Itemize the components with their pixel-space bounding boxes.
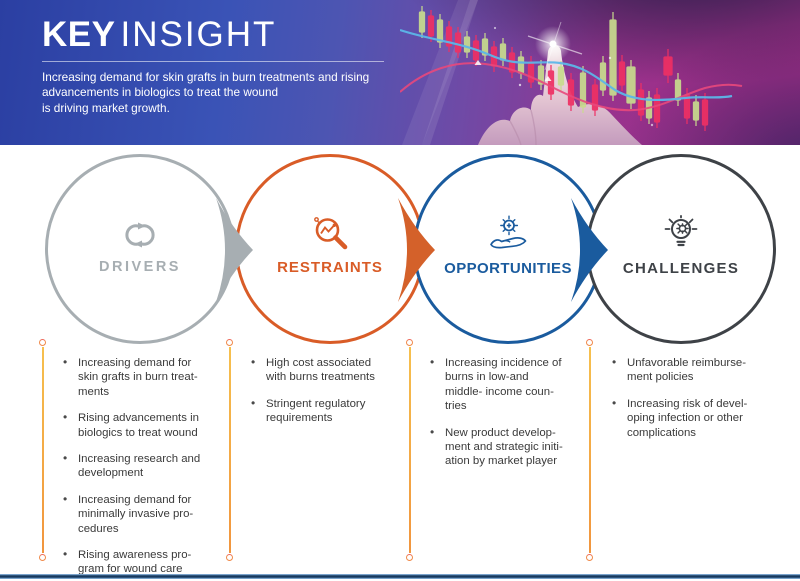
restraints-circle: RESTRAINTS (235, 154, 425, 344)
list-item: Rising advancements in biologics to trea… (62, 410, 224, 440)
divider-line (586, 339, 593, 561)
list-item: Rising awareness pro- gram for wound car… (62, 547, 224, 577)
header-banner: KEY INSIGHT Increasing demand for skin gr… (0, 0, 800, 145)
hand-sun-icon (490, 215, 527, 249)
chevron-right-icon (398, 198, 435, 302)
stock-chart-hand-image (400, 0, 743, 145)
title-underline (42, 61, 384, 62)
opportunities-label: OPPORTUNITIES (444, 260, 572, 277)
restraints-list: High cost associated with burns treatmen… (250, 355, 412, 438)
list-item: Increasing research and development (62, 451, 224, 481)
list-item: New product develop- ment and strategic … (429, 425, 596, 469)
drivers-list: Increasing demand for skin grafts in bur… (62, 355, 224, 581)
opportunities-circle: OPPORTUNITIES (413, 154, 603, 344)
list-item: Unfavorable reimburse- ment policies (611, 355, 786, 385)
chevron-right-icon (571, 198, 608, 302)
restraints-label: RESTRAINTS (277, 259, 383, 276)
bottom-bar (0, 574, 800, 579)
title-key: KEY (42, 15, 116, 54)
challenges-list: Unfavorable reimburse- ment policies Inc… (611, 355, 786, 452)
chevron-right-icon (216, 198, 253, 302)
title-insight: INSIGHT (120, 15, 277, 54)
list-item: Increasing risk of devel- oping infectio… (611, 396, 786, 440)
list-item: Increasing demand for skin grafts in bur… (62, 355, 224, 399)
divider-line (226, 339, 233, 561)
magnifier-chart-icon (314, 217, 348, 250)
list-item: Stringent regulatory requirements (250, 396, 412, 426)
divider-line (39, 339, 46, 561)
list-item: High cost associated with burns treatmen… (250, 355, 412, 385)
opportunities-list: Increasing incidence of burns in low-and… (429, 355, 596, 481)
cycle-arrows-icon (125, 222, 155, 247)
list-item: Increasing incidence of burns in low-and… (429, 355, 596, 414)
drivers-circle: DRIVERS (45, 154, 235, 344)
list-item: Increasing demand for minimally invasive… (62, 492, 224, 536)
header-subtitle: Increasing demand for skin grafts in bur… (42, 70, 370, 115)
drivers-label: DRIVERS (99, 258, 181, 275)
divider-line (406, 339, 413, 561)
bulb-gear-icon (664, 215, 698, 247)
challenges-circle: CHALLENGES (586, 154, 776, 344)
challenges-label: CHALLENGES (622, 260, 740, 277)
page-title: KEY INSIGHT (42, 15, 384, 55)
